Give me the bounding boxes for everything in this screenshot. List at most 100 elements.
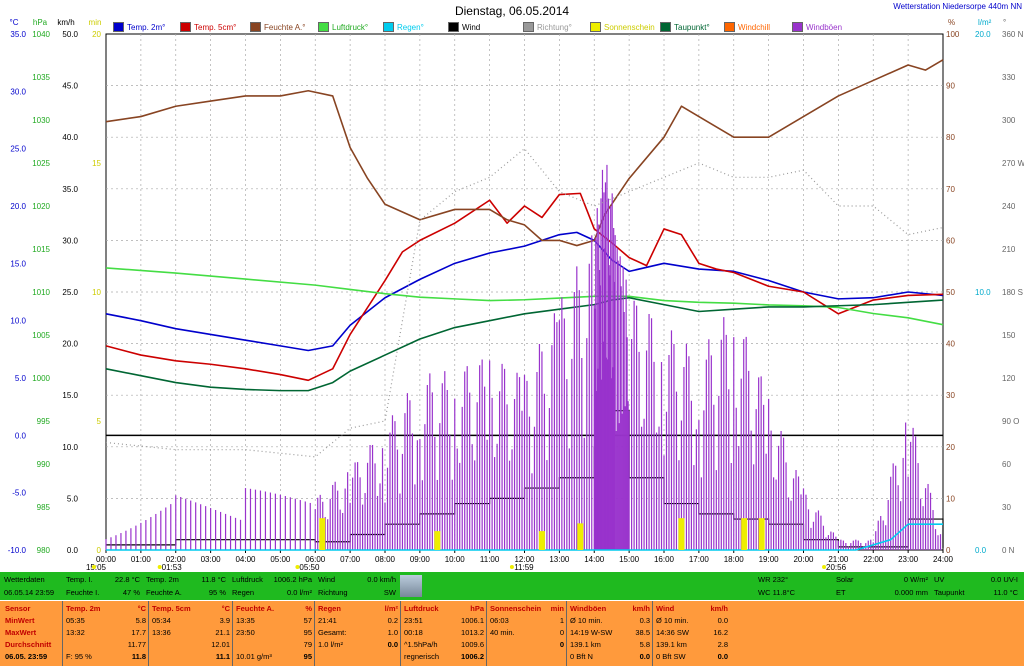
legend-swatch	[113, 22, 124, 32]
sun-axis-tick: 0	[97, 546, 102, 555]
direction-axis-tick: 120	[1002, 374, 1016, 383]
pressure-axis-tick: 995	[37, 417, 51, 426]
cell-value: 16.2	[713, 628, 728, 637]
cell-label: 23:50	[236, 628, 255, 637]
column-divider	[566, 601, 567, 666]
summary-key: Temp. 2m	[146, 575, 179, 584]
cell-label: 14:36 SW	[656, 628, 689, 637]
wind-axis-tick: 10.0	[62, 443, 78, 452]
cell-value: 0.2	[387, 616, 398, 625]
cell-value: 1006.1	[461, 616, 484, 625]
cell-value: 12.01	[211, 640, 230, 649]
column-divider	[232, 601, 233, 666]
x-tick-label: 16:00	[654, 555, 675, 564]
wind-axis-tick: 45.0	[62, 82, 78, 91]
cell-value: 0	[559, 628, 564, 637]
cell-value: 5.8	[639, 640, 650, 649]
cell-label: Ø 10 min.	[656, 616, 689, 625]
sun-axis-tick: 5	[97, 417, 102, 426]
time-marker: 20:56	[826, 563, 847, 570]
cell-label: 14:19 W-SW	[570, 628, 613, 637]
sunshine-bar	[758, 518, 765, 550]
legend-swatch	[383, 22, 394, 32]
cell-value: 1009.6	[461, 640, 484, 649]
cell-value: 5.8	[135, 616, 146, 625]
x-tick-label: 00:00	[96, 555, 117, 564]
cell-value: 11.1	[215, 652, 230, 661]
humidity-axis-tick: 0	[946, 546, 951, 555]
x-tick-label: 11:00	[480, 555, 500, 564]
cell-label: 21:41	[318, 616, 337, 625]
legend-label: Sonnenschein	[604, 22, 655, 32]
legend-item: Regen°	[383, 21, 424, 33]
legend-swatch	[318, 22, 329, 32]
direction-axis-tick: 150	[1002, 331, 1016, 340]
legend-item: Sonnenschein	[590, 21, 655, 33]
temp-axis-tick: 25.0	[10, 145, 26, 154]
cell-value: 11.8	[131, 652, 146, 661]
pressure-axis-tick: 980	[37, 546, 51, 555]
cell-value: 3.9	[219, 616, 230, 625]
legend-item: Richtung°	[523, 21, 572, 33]
summary-key: Wind	[318, 575, 336, 584]
sun-axis-tick: 10	[92, 288, 101, 297]
x-tick-label: 09:00	[410, 555, 431, 564]
column-unit: %	[305, 604, 312, 613]
summary-value: 0.0 UV-I	[990, 575, 1018, 584]
x-tick-label: 02:00	[166, 555, 187, 564]
sun-marker-icon	[509, 565, 514, 569]
summary-key: Feuchte A.	[146, 588, 182, 597]
cell-label: 139.1 km	[570, 640, 601, 649]
x-tick-label: 04:00	[235, 555, 256, 564]
rain-axis-tick: 10.0	[975, 288, 991, 297]
summary-key: Solar	[836, 575, 854, 584]
wind-axis-tick: 30.0	[62, 236, 78, 245]
legend-item: Windböen	[792, 21, 842, 33]
summary-value: 1006.2 hPa	[273, 575, 312, 584]
wind-axis-tick: 15.0	[62, 391, 78, 400]
time-marker: 11:59	[514, 563, 534, 570]
x-tick-label: 01:00	[131, 555, 152, 564]
temp-axis-tick: 35.0	[10, 30, 26, 39]
direction-axis-tick: 60	[1002, 460, 1011, 469]
column-unit: km/h	[710, 604, 728, 613]
cell-value: 0.3	[639, 616, 650, 625]
pressure-axis-tick: 1020	[32, 202, 50, 211]
direction-axis-tick: 210	[1002, 245, 1016, 254]
summary-key: Wetterdaten	[4, 575, 45, 584]
summary-key: Regen	[232, 588, 255, 597]
wind-axis-tick: 0.0	[67, 546, 79, 555]
summary-key: ET	[836, 588, 846, 597]
temp-axis-tick: -5.0	[12, 489, 26, 498]
x-tick-label: 24:00	[933, 555, 954, 564]
cell-value: 2.8	[717, 640, 728, 649]
summary-key: Taupunkt	[934, 588, 965, 597]
cell-label: Gesamt:	[318, 628, 347, 637]
direction-axis-tick: 30	[1002, 503, 1011, 512]
humidity-axis-tick: 40	[946, 340, 955, 349]
temp-axis-tick: 10.0	[10, 317, 26, 326]
page-title: Dienstag, 06.05.2014	[454, 4, 570, 18]
pressure-axis-tick: 1040	[32, 30, 50, 39]
sun-marker-icon	[92, 565, 96, 569]
cell-label: 23:51	[404, 616, 423, 625]
unit-label: min	[89, 18, 102, 27]
legend-label: Temp. 5cm°	[194, 22, 237, 32]
wind-axis-tick: 50.0	[62, 30, 78, 39]
cell-label: 05:35	[66, 616, 85, 625]
legend-label: Taupunkt°	[674, 22, 710, 32]
temp-axis-tick: 20.0	[10, 202, 26, 211]
x-tick-label: 05:00	[270, 555, 291, 564]
cell-label: Ø 10 min.	[570, 616, 603, 625]
pressure-axis-tick: 1010	[32, 288, 50, 297]
humidity-axis-tick: 60	[946, 236, 955, 245]
temp-axis-tick: 5.0	[15, 374, 27, 383]
x-tick-label: 15:00	[619, 555, 640, 564]
pressure-axis-tick: 1015	[32, 245, 50, 254]
cell-value: 38.5	[635, 628, 650, 637]
cell-label: 13:36	[152, 628, 171, 637]
x-tick-label: 08:00	[375, 555, 396, 564]
temp-axis-tick: -10.0	[8, 546, 27, 555]
row-label: Sensor	[5, 604, 31, 613]
summary-key: Luftdruck	[232, 575, 263, 584]
